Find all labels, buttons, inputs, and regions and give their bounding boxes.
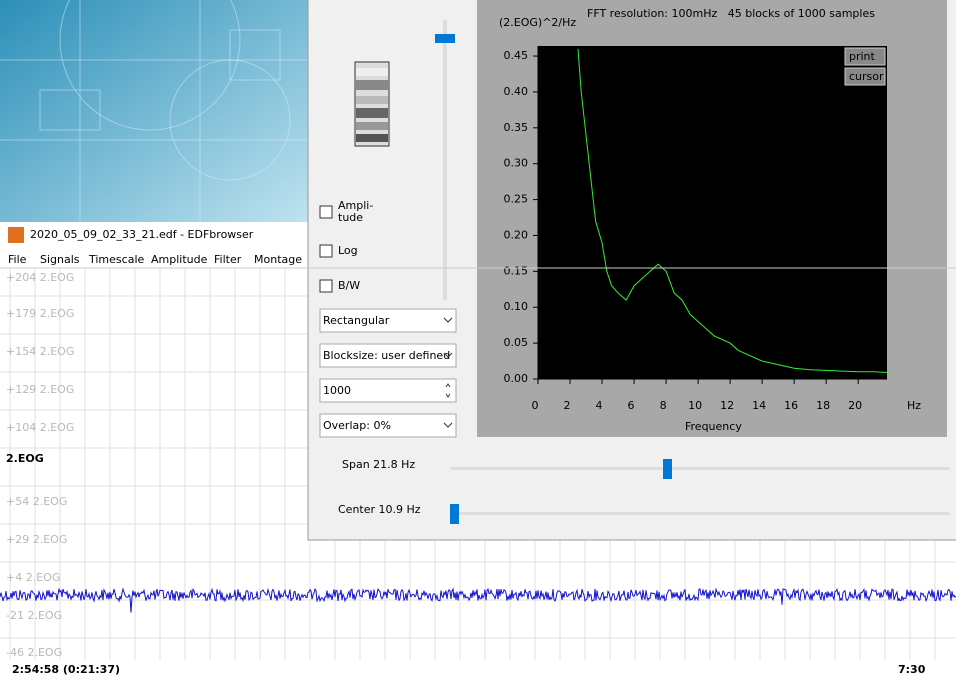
y-axis-label: (2.EOG)^2/Hz bbox=[499, 16, 576, 29]
trace-label: +179 2.EOG bbox=[6, 307, 74, 320]
x-tick-label: 16 bbox=[784, 399, 798, 412]
trace-label: +54 2.EOG bbox=[6, 495, 67, 508]
checkbox-label: B/W bbox=[338, 279, 360, 292]
blueprint-lines bbox=[0, 0, 310, 222]
y-tick-label: 0.40 bbox=[504, 85, 529, 98]
x-unit: Hz bbox=[907, 399, 921, 412]
checkbox[interactable] bbox=[319, 244, 333, 258]
x-tick-label: 2 bbox=[564, 399, 571, 412]
checkbox-label: Log bbox=[338, 244, 358, 257]
trace-label: +129 2.EOG bbox=[6, 383, 74, 396]
time-right: 7:30 bbox=[898, 663, 926, 676]
trace-label: +204 2.EOG bbox=[6, 271, 74, 284]
combo-text: Overlap: 0% bbox=[323, 419, 391, 432]
button-text: cursor bbox=[849, 70, 884, 83]
y-tick-label: 0.45 bbox=[504, 49, 529, 62]
x-tick-label: 4 bbox=[596, 399, 603, 412]
print-button[interactable]: print bbox=[844, 47, 886, 66]
checkboxes: Ampli-tude Log B/W bbox=[319, 199, 373, 293]
x-tick-label: 18 bbox=[816, 399, 830, 412]
x-tick-label: 20 bbox=[848, 399, 862, 412]
cursor-button[interactable]: cursor bbox=[844, 67, 886, 86]
x-tick-label: 8 bbox=[660, 399, 667, 412]
chart-subtitle: FFT resolution: 100mHz 45 blocks of 1000… bbox=[587, 7, 875, 20]
menu-item[interactable]: Filter bbox=[214, 253, 242, 266]
trace-label: -21 2.EOG bbox=[6, 609, 62, 622]
span-slider-track[interactable] bbox=[450, 467, 950, 470]
combo-overlap[interactable]: Overlap: 0% bbox=[319, 413, 457, 438]
spectrum-line bbox=[577, 48, 887, 373]
trace-label: +104 2.EOG bbox=[6, 421, 74, 434]
desktop-background bbox=[0, 0, 310, 222]
y-tick-label: 0.35 bbox=[504, 121, 529, 134]
x-tick-label: 10 bbox=[688, 399, 702, 412]
trace-label: +29 2.EOG bbox=[6, 533, 67, 546]
trace-label: +154 2.EOG bbox=[6, 345, 74, 358]
combo-blocksize[interactable]: Blocksize: user defined bbox=[319, 343, 457, 368]
menu-bar: File Signals Timescale Amplitude Filter Monta… bbox=[8, 253, 302, 266]
spinbox-samples[interactable]: 1000 bbox=[319, 378, 457, 403]
app-icon bbox=[8, 227, 24, 243]
menu-item[interactable]: Amplitude bbox=[151, 253, 208, 266]
menu-item[interactable]: Signals bbox=[40, 253, 80, 266]
center-slider-track[interactable] bbox=[450, 512, 950, 515]
vertical-slider-handle[interactable] bbox=[435, 34, 455, 43]
menu-item[interactable]: Timescale bbox=[88, 253, 144, 266]
button-text: print bbox=[849, 50, 876, 63]
y-tick-label: 0.05 bbox=[504, 336, 529, 349]
plot-area bbox=[538, 46, 887, 379]
vertical-slider-track[interactable] bbox=[443, 20, 447, 300]
x-tick-label: 14 bbox=[752, 399, 766, 412]
center-label: Center 10.9 Hz bbox=[338, 503, 421, 516]
x-tick-label: 6 bbox=[628, 399, 635, 412]
checkbox-label: tude bbox=[338, 211, 363, 224]
span-slider-handle[interactable] bbox=[663, 459, 672, 479]
color-bar bbox=[354, 61, 390, 147]
time-left: 2:54:58 (0:21:37) bbox=[12, 663, 120, 676]
x-tick-label: 0 bbox=[532, 399, 539, 412]
trace-label: +4 2.EOG bbox=[6, 571, 60, 584]
center-slider-handle[interactable] bbox=[450, 504, 459, 524]
y-tick-label: 0.30 bbox=[504, 157, 529, 170]
combo-window[interactable]: Rectangular bbox=[319, 308, 457, 333]
y-tick-label: 0.20 bbox=[504, 228, 529, 241]
trace-label: 2.EOG bbox=[6, 452, 44, 465]
window-title: 2020_05_09_02_33_21.edf - EDFbrowser bbox=[30, 228, 254, 241]
x-tick-label: 12 bbox=[720, 399, 734, 412]
trace-labels: +204 2.EOG +179 2.EOG +154 2.EOG +129 2.EOG… bbox=[6, 271, 74, 659]
trace-label: -46 2.EOG bbox=[6, 646, 62, 659]
eog-trace bbox=[0, 587, 956, 613]
y-tick-label: 0.10 bbox=[504, 300, 529, 313]
spin-text: 1000 bbox=[323, 384, 351, 397]
x-axis-label: Frequency bbox=[685, 420, 742, 433]
y-tick-label: 0.15 bbox=[504, 264, 529, 277]
y-tick-label: 0.25 bbox=[504, 193, 529, 206]
menu-item[interactable]: File bbox=[8, 253, 27, 266]
checkbox[interactable] bbox=[319, 205, 333, 219]
checkbox[interactable] bbox=[319, 279, 333, 293]
combo-text: Rectangular bbox=[323, 314, 390, 327]
span-label: Span 21.8 Hz bbox=[342, 458, 415, 471]
y-tick-label: 0.00 bbox=[504, 372, 529, 385]
menu-item[interactable]: Montage bbox=[254, 253, 302, 266]
combo-text: Blocksize: user defined bbox=[323, 349, 450, 362]
checkbox-label: Ampli- bbox=[338, 199, 373, 212]
